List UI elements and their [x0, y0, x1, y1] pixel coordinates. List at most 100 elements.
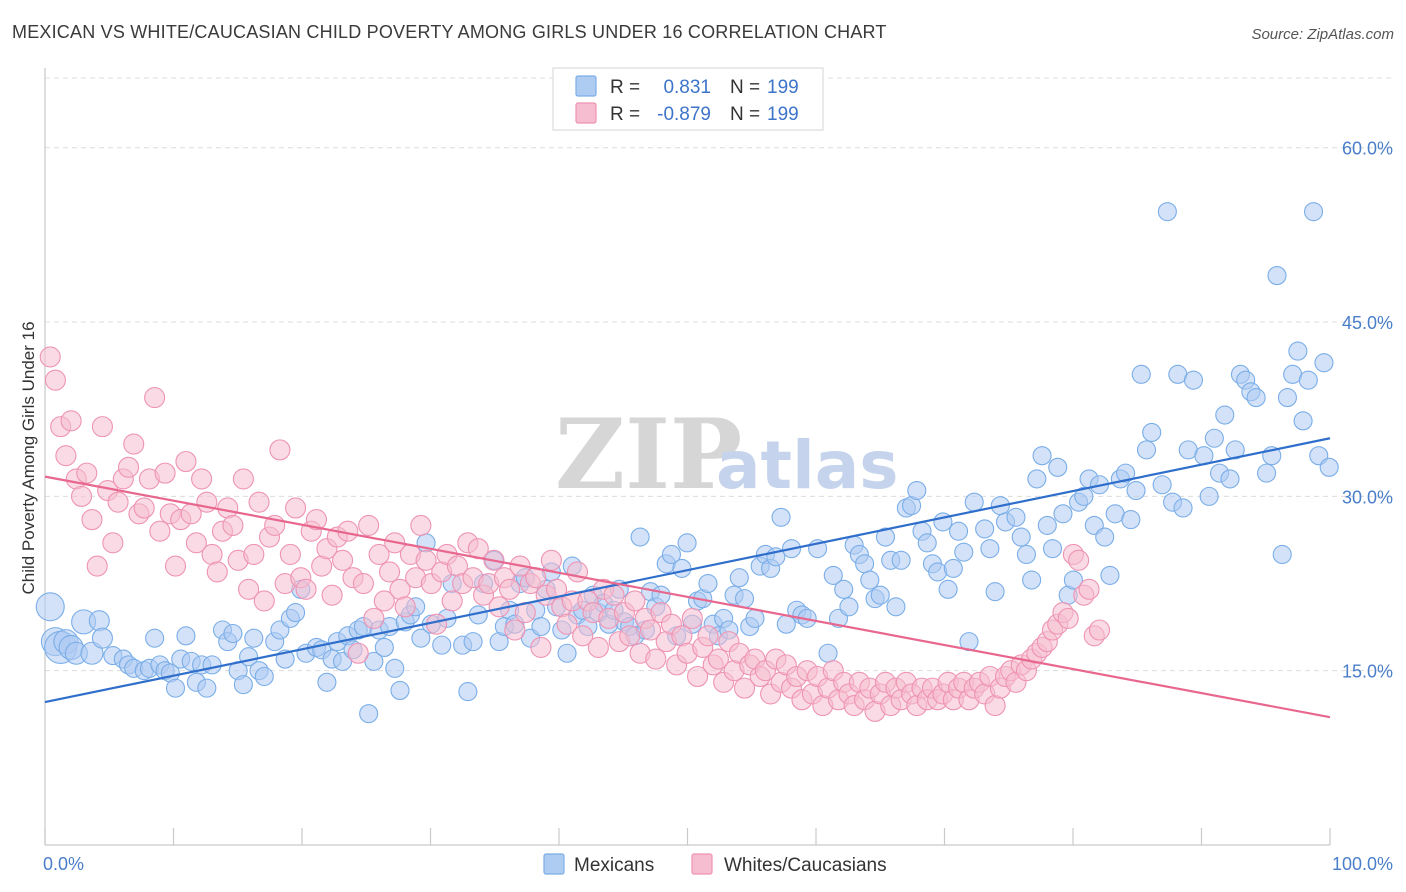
mexicans-point: [374, 637, 394, 657]
mexicans-point: [286, 603, 306, 623]
whites-point: [410, 514, 432, 536]
mexicans-point: [1267, 266, 1287, 286]
y-tick-label: 60.0%: [1342, 139, 1393, 159]
mexicans-point: [870, 585, 890, 605]
y-tick-label: 30.0%: [1342, 487, 1393, 507]
mexicans-point: [1063, 570, 1083, 590]
mexicans-point: [91, 627, 113, 649]
whites-point: [222, 514, 244, 536]
mexicans-point: [855, 554, 875, 574]
mexicans-point: [1042, 539, 1063, 559]
whites-point: [295, 578, 317, 600]
mexicans-point: [1126, 481, 1146, 501]
mexicans-point: [1293, 411, 1313, 431]
whites-point: [321, 584, 343, 606]
whites-point: [149, 520, 171, 542]
legend-n-value-mexicans: 199: [767, 77, 799, 98]
mexicans-point: [1173, 498, 1193, 518]
mexicans-point: [1152, 475, 1172, 495]
whites-point: [185, 532, 207, 554]
mexicans-point: [1095, 527, 1115, 547]
mexicans-point: [223, 623, 243, 644]
chart-title: MEXICAN VS WHITE/CAUCASIAN CHILD POVERTY…: [12, 22, 887, 42]
whites-point: [347, 642, 369, 664]
mexicans-point: [818, 643, 838, 663]
whites-point: [305, 509, 328, 531]
mexicans-point: [964, 492, 984, 512]
whites-point: [619, 625, 641, 647]
mexicans-point: [1204, 428, 1224, 448]
legend-box: [552, 67, 824, 131]
whites-point: [164, 555, 187, 577]
whites-point: [279, 543, 301, 566]
whites-point: [645, 648, 667, 670]
mexicans-point: [823, 565, 843, 585]
whites-point: [332, 549, 354, 571]
mexicans-point: [928, 562, 948, 582]
whites-point: [285, 497, 307, 519]
mexicans-point: [980, 539, 1000, 559]
whites-point: [91, 416, 113, 438]
mexicans-point: [875, 527, 896, 547]
whites-point: [1068, 549, 1090, 571]
mexicans-point: [88, 610, 110, 632]
mexicans-point: [1183, 370, 1204, 390]
mexicans-point: [202, 655, 222, 675]
whites-point: [191, 468, 213, 490]
whites-point: [358, 514, 380, 536]
whites-point: [311, 555, 333, 577]
y-axis-label: Child Poverty Among Girls Under 16: [19, 321, 38, 594]
whites-point: [81, 509, 103, 531]
whites-point: [671, 625, 693, 647]
whites-point: [55, 445, 77, 467]
whites-point: [441, 590, 463, 612]
mexicans-point: [1022, 570, 1042, 590]
mexicans-point: [531, 616, 551, 637]
mexicans-point: [771, 507, 791, 527]
whites-point: [107, 491, 129, 513]
mexicans-point: [907, 481, 927, 501]
chart-source: Source: ZipAtlas.com: [1251, 26, 1394, 43]
mexicans-point: [1027, 469, 1047, 489]
mexicans-point: [557, 643, 577, 663]
whites-point: [201, 543, 223, 566]
mexicans-point: [233, 675, 253, 695]
whites-point: [394, 596, 416, 618]
mexicans-point: [985, 582, 1005, 602]
mexicans-point: [1006, 507, 1026, 527]
mexicans-point: [891, 550, 911, 570]
whites-point: [102, 532, 124, 554]
series-legend: Mexicans Whites/Caucasians: [543, 853, 887, 876]
mexicans-point: [1100, 565, 1120, 585]
legend-n-value-whites: 199: [767, 104, 799, 125]
axes: 15.0% 30.0% 45.0% 60.0% 0.0% 100.0%: [43, 68, 1393, 874]
watermark-zip: ZIP: [555, 398, 742, 511]
y-tick-label: 45.0%: [1342, 313, 1393, 333]
whites-point: [1057, 607, 1079, 629]
mexicans-point: [145, 628, 165, 648]
mexicans-point: [1215, 405, 1235, 425]
whites-point: [415, 549, 437, 571]
mexicans-point: [860, 570, 880, 590]
whites-point: [86, 555, 108, 577]
mexicans-point: [35, 592, 65, 622]
series-label-mexicans: Mexicans: [574, 855, 654, 876]
legend-swatch-whites: [575, 102, 597, 124]
mexicans-point: [458, 682, 478, 702]
mexicans-point: [1199, 486, 1219, 506]
mexicans-point: [1116, 463, 1136, 483]
whites-point: [373, 590, 395, 612]
whites-point: [566, 561, 589, 583]
whites-point: [39, 346, 61, 368]
mexicans-point: [975, 519, 995, 539]
mexicans-point: [661, 544, 681, 565]
mexicans-point: [1303, 202, 1324, 222]
whites-point: [540, 549, 562, 571]
mexicans-point: [317, 672, 337, 692]
whites-point: [154, 462, 176, 484]
x-tick-label-end: 100.0%: [1332, 854, 1393, 874]
legend-r-label-mexicans: R =: [610, 77, 640, 98]
mexicans-point: [80, 641, 104, 665]
mexicans-point: [1257, 463, 1277, 483]
